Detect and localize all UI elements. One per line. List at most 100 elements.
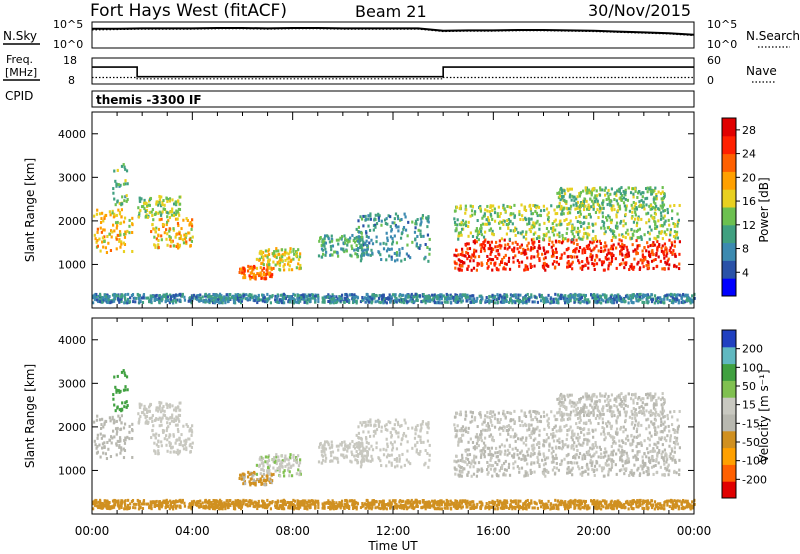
velocity-mark [360,437,363,441]
power-mark [354,252,357,256]
velocity-mark [295,472,298,476]
power-mark [400,217,403,221]
power-mark [395,225,398,229]
power-mark [571,224,574,228]
velocity-mark [182,424,185,428]
power-mark [147,203,151,207]
power-mark [673,204,676,208]
power-mark [467,234,470,238]
velocity-mark [609,468,612,472]
power-mark [519,293,522,297]
power-mark [288,300,291,304]
power-mark [671,299,674,303]
velocity-mark [248,480,251,484]
power-mark [586,235,589,239]
power-mark [600,226,603,230]
power-mark [480,223,483,227]
power-mark [185,240,188,244]
power-mark [643,301,646,305]
power-mark [253,299,256,303]
power-mark [426,294,429,298]
power-mark [654,223,657,227]
velocity-mark [593,452,596,456]
power-mark [580,224,583,228]
velocity-mark [482,447,485,451]
power-mark [503,219,506,223]
velocity-mark [98,418,102,422]
power-mark [491,247,494,251]
power-mark [172,227,175,231]
power-mark [589,255,592,259]
power-mark [480,243,483,247]
velocity-mark [577,465,580,469]
velocity-mark [395,431,398,435]
power-mark [610,259,613,263]
power-mark [103,215,106,219]
power-mark [621,258,625,262]
power-mark [636,244,639,248]
velocity-mark [153,449,156,453]
velocity-mark [560,462,563,466]
power-mark [482,235,486,239]
power-mark [391,221,394,225]
power-mark [340,247,343,251]
velocity-mark [252,482,255,486]
power-mark [455,228,458,232]
power-mark [601,206,604,210]
power-mark [518,213,521,217]
power-mark [170,240,173,244]
power-mark [126,229,129,233]
power-mark [365,250,368,254]
velocity-mark [393,440,396,444]
power-mark [424,301,427,305]
power-mark [524,208,528,212]
power-mark [648,295,651,299]
power-mark [630,203,633,207]
power-mark [575,230,578,234]
power-mark [163,207,167,211]
power-mark [500,220,503,224]
power-mark [352,298,355,302]
power-mark [314,293,317,297]
power-mark [428,252,431,256]
velocity-mark [581,457,584,461]
velocity-panel-background [92,318,694,514]
velocity-mark [417,434,420,438]
velocity-mark [119,389,122,393]
power-mark [348,300,351,304]
velocity-mark [397,423,400,427]
power-mark [498,293,502,297]
power-mark [475,268,479,272]
velocity-mark [177,405,180,409]
power-mark [668,238,671,242]
power-mark [259,250,262,254]
power-mark [403,257,406,261]
power-mark [250,293,253,297]
velocity-mark [505,468,508,472]
velocity-mark [155,432,158,436]
power-mark [615,213,618,217]
power-mark [317,254,321,258]
power-mark [618,207,622,211]
velocity-mark [359,445,362,449]
velocity-mark [362,459,365,463]
power-mark [467,224,470,228]
power-mark [647,263,650,267]
velocity-mark [178,401,181,405]
power-mark [530,212,533,216]
velocity-mark [385,448,388,452]
power-mark [682,292,685,296]
power-mark [526,265,529,269]
noise-panel-frame [91,21,695,49]
power-mark [177,211,180,215]
power-mark [673,293,676,297]
velocity-mark [145,408,148,412]
power-mark [321,240,325,244]
power-mark [262,273,266,277]
velocity-mark [114,427,118,431]
power-mark [650,259,654,263]
power-mark [143,207,146,211]
velocity-mark [546,456,550,460]
power-mark [278,259,281,263]
velocity-mark [367,441,370,445]
